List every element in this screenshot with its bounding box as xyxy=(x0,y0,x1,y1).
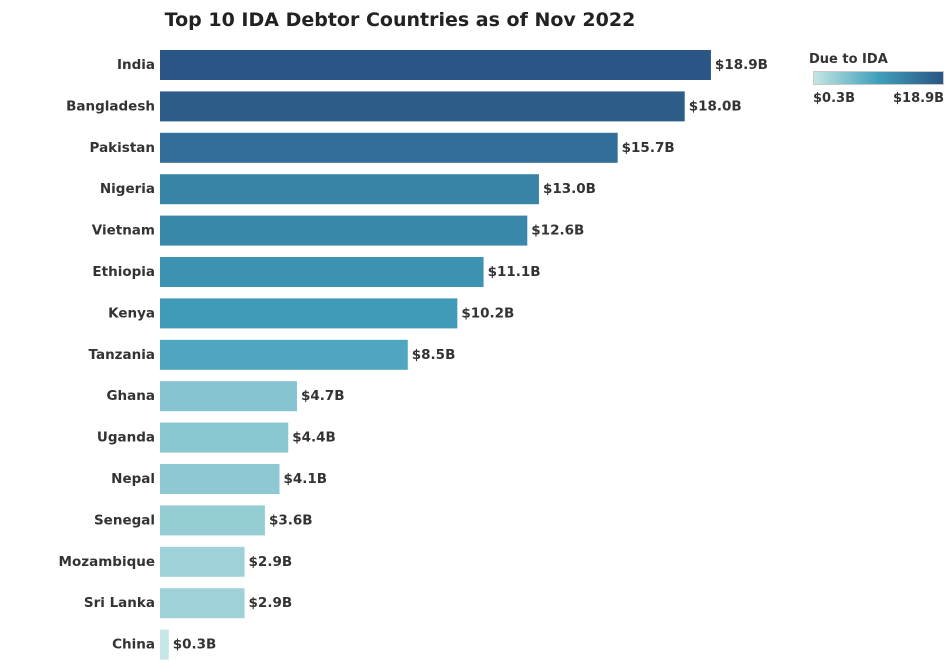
category-label: Vietnam xyxy=(92,223,155,239)
color-legend-title: Due to IDA xyxy=(809,52,888,67)
bar-value-label: $3.6B xyxy=(269,512,313,528)
category-label: Uganda xyxy=(97,430,155,446)
category-label: India xyxy=(117,57,155,73)
bar[interactable] xyxy=(160,588,245,619)
bar-value-label: $8.5B xyxy=(412,347,456,363)
bar-value-label: $4.4B xyxy=(292,430,336,446)
category-label: Senegal xyxy=(94,512,155,528)
bar-value-label: $13.0B xyxy=(543,181,596,197)
bar-value-label: $2.9B xyxy=(249,595,293,611)
bar[interactable] xyxy=(160,629,169,660)
category-label: Nigeria xyxy=(100,181,155,197)
color-legend-gradient xyxy=(813,71,944,85)
bar-value-label: $2.9B xyxy=(249,554,293,570)
bar-value-label: $18.9B xyxy=(715,57,768,73)
bar[interactable] xyxy=(160,381,298,412)
bar-value-label: $0.3B xyxy=(173,637,217,653)
bar-value-label: $11.1B xyxy=(488,264,541,280)
category-label: Ghana xyxy=(106,388,155,404)
chart-title: Top 10 IDA Debtor Countries as of Nov 20… xyxy=(164,9,636,31)
bar-value-label: $15.7B xyxy=(622,140,675,156)
bar[interactable] xyxy=(160,215,528,246)
category-label: Sri Lanka xyxy=(84,595,155,611)
bar[interactable] xyxy=(160,132,618,163)
bar-value-label: $4.1B xyxy=(284,471,328,487)
category-label: Bangladesh xyxy=(66,98,155,114)
category-label: Tanzania xyxy=(88,347,155,363)
bar-value-label: $4.7B xyxy=(301,388,345,404)
category-label: Pakistan xyxy=(90,140,155,156)
bar[interactable] xyxy=(160,422,289,453)
bar[interactable] xyxy=(160,464,280,494)
color-legend-min-label: $0.3B xyxy=(813,91,855,106)
bar[interactable] xyxy=(160,546,245,577)
bar-value-label: $10.2B xyxy=(461,305,514,321)
bar[interactable] xyxy=(160,257,484,287)
category-label: China xyxy=(112,637,155,653)
bar[interactable] xyxy=(160,50,711,80)
bar[interactable] xyxy=(160,91,685,122)
category-label: Nepal xyxy=(111,471,155,487)
category-label: Ethiopia xyxy=(92,264,155,280)
color-legend-max-label: $18.9B xyxy=(893,91,945,106)
bar-value-label: $12.6B xyxy=(531,223,584,239)
bar[interactable] xyxy=(160,505,265,536)
bar[interactable] xyxy=(160,174,539,205)
category-label: Mozambique xyxy=(59,554,155,570)
bar-value-label: $18.0B xyxy=(689,98,742,114)
category-label: Kenya xyxy=(108,305,155,321)
bar[interactable] xyxy=(160,339,408,370)
bar[interactable] xyxy=(160,298,458,329)
